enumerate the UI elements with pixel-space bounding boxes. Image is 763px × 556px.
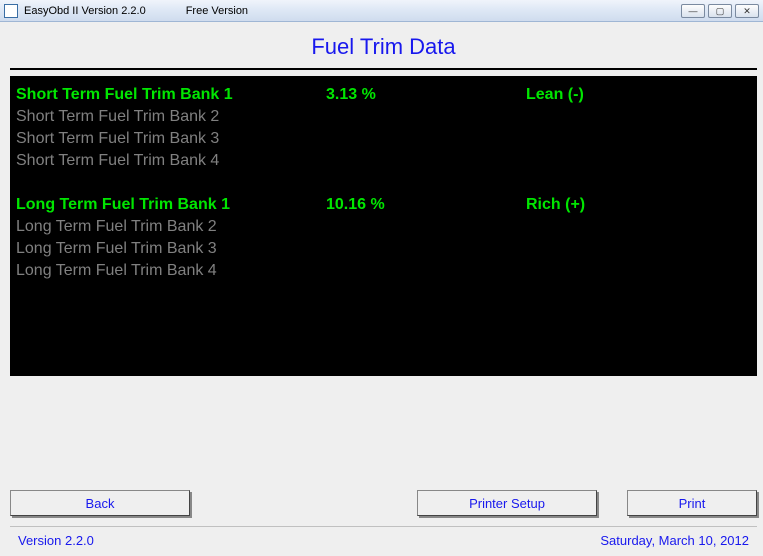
printer-setup-button[interactable]: Printer Setup <box>417 490 597 516</box>
back-button[interactable]: Back <box>10 490 190 516</box>
short-term-row: Short Term Fuel Trim Bank 4 <box>16 150 751 172</box>
app-title: EasyObd II Version 2.2.0 <box>24 5 146 17</box>
page-title: Fuel Trim Data <box>10 28 757 70</box>
footer-version: Version 2.2.0 <box>18 533 94 548</box>
short-term-value <box>326 150 526 172</box>
long-term-row: Long Term Fuel Trim Bank 4 <box>16 260 751 282</box>
short-term-value <box>326 106 526 128</box>
short-term-status: Lean (-) <box>526 84 751 106</box>
footer-bar: Version 2.2.0 Saturday, March 10, 2012 <box>10 526 757 556</box>
button-row: Back Printer Setup Print <box>10 490 757 526</box>
content-area: Fuel Trim Data Short Term Fuel Trim Bank… <box>0 22 763 556</box>
short-term-label: Short Term Fuel Trim Bank 3 <box>16 128 326 150</box>
long-term-label: Long Term Fuel Trim Bank 3 <box>16 238 326 260</box>
short-term-row: Short Term Fuel Trim Bank 3 <box>16 128 751 150</box>
close-button[interactable]: ✕ <box>735 4 759 18</box>
short-term-label: Short Term Fuel Trim Bank 2 <box>16 106 326 128</box>
short-term-label: Short Term Fuel Trim Bank 1 <box>16 84 326 106</box>
long-term-status <box>526 260 751 282</box>
long-term-label: Long Term Fuel Trim Bank 1 <box>16 194 326 216</box>
short-term-label: Short Term Fuel Trim Bank 4 <box>16 150 326 172</box>
minimize-button[interactable]: — <box>681 4 705 18</box>
long-term-status <box>526 238 751 260</box>
long-term-row: Long Term Fuel Trim Bank 3 <box>16 238 751 260</box>
short-term-status <box>526 106 751 128</box>
long-term-value <box>326 260 526 282</box>
short-term-row: Short Term Fuel Trim Bank 2 <box>16 106 751 128</box>
print-button[interactable]: Print <box>627 490 757 516</box>
long-term-value <box>326 216 526 238</box>
fuel-trim-panel: Short Term Fuel Trim Bank 13.13 %Lean (-… <box>10 76 757 376</box>
long-term-value: 10.16 % <box>326 194 526 216</box>
short-term-status <box>526 128 751 150</box>
long-term-label: Long Term Fuel Trim Bank 2 <box>16 216 326 238</box>
app-edition: Free Version <box>186 5 248 17</box>
long-term-row: Long Term Fuel Trim Bank 110.16 %Rich (+… <box>16 194 751 216</box>
long-term-value <box>326 238 526 260</box>
short-term-value: 3.13 % <box>326 84 526 106</box>
window-titlebar: EasyObd II Version 2.2.0 Free Version — … <box>0 0 763 22</box>
footer-date: Saturday, March 10, 2012 <box>600 533 749 548</box>
long-term-row: Long Term Fuel Trim Bank 2 <box>16 216 751 238</box>
long-term-status <box>526 216 751 238</box>
short-term-value <box>326 128 526 150</box>
app-icon <box>4 4 18 18</box>
short-term-status <box>526 150 751 172</box>
maximize-button[interactable]: ▢ <box>708 4 732 18</box>
long-term-status: Rich (+) <box>526 194 751 216</box>
long-term-label: Long Term Fuel Trim Bank 4 <box>16 260 326 282</box>
short-term-row: Short Term Fuel Trim Bank 13.13 %Lean (-… <box>16 84 751 106</box>
